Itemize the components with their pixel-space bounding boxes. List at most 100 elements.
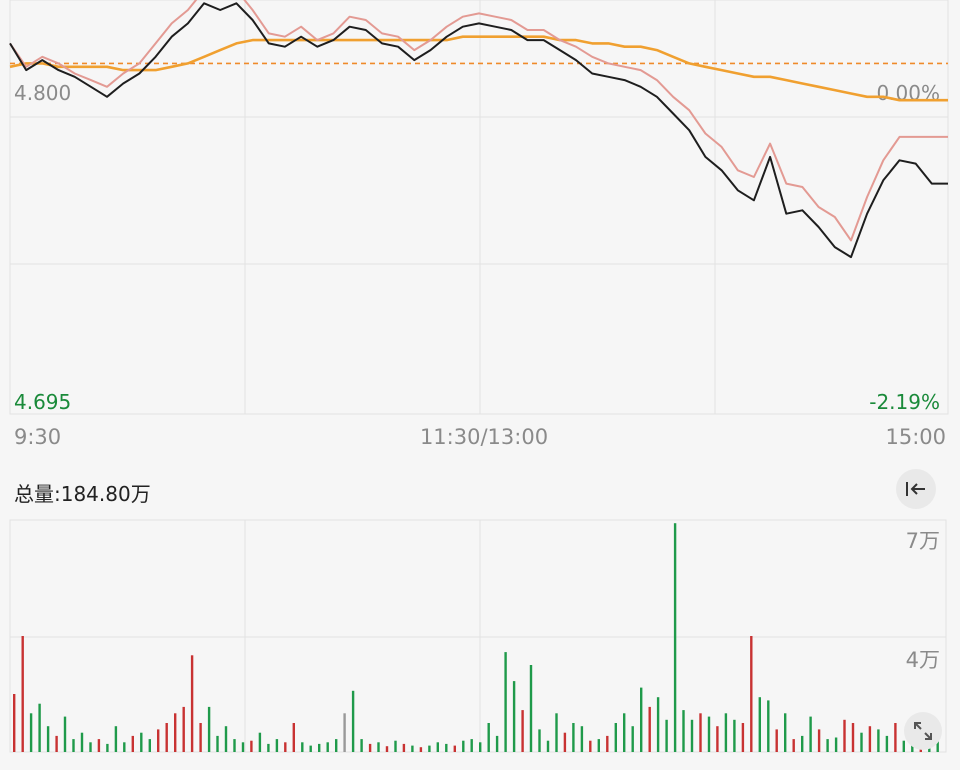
volume-bar	[606, 735, 609, 752]
volume-bar	[402, 743, 406, 752]
volume-bar	[148, 739, 151, 752]
volume-bar	[631, 726, 634, 752]
volume-bar	[902, 740, 905, 752]
volume-bar	[826, 739, 829, 752]
volume-bar	[182, 706, 185, 752]
volume-grid	[9, 519, 947, 753]
volume-bar	[199, 723, 202, 752]
volume-bar	[284, 742, 287, 752]
volume-bar	[707, 716, 711, 752]
volume-bar	[699, 713, 702, 752]
volume-bar	[589, 740, 592, 752]
volume-bar	[817, 729, 821, 752]
volume-bar	[419, 747, 423, 752]
volume-bar	[224, 726, 228, 752]
volume-bar	[174, 713, 177, 752]
volume-bar	[80, 732, 84, 752]
volume-bar	[275, 739, 279, 752]
volume-bar	[775, 729, 778, 752]
volume-bar	[453, 745, 456, 752]
volume-bar	[724, 713, 728, 752]
volume-bar	[851, 723, 855, 752]
volume-bar	[394, 740, 397, 752]
volume-bar	[258, 732, 262, 752]
volume-bar	[216, 735, 219, 752]
time-tick-close: 15:00	[885, 425, 946, 449]
volume-bar	[351, 690, 355, 752]
volume-bar	[563, 732, 567, 752]
collapse-button[interactable]	[896, 469, 936, 509]
volume-bar	[131, 735, 134, 752]
expand-button[interactable]	[904, 712, 942, 750]
volume-bar	[614, 723, 617, 752]
time-axis-labels: 9:30 11:30/13:00 15:00	[14, 425, 946, 449]
price-lines	[9, 0, 948, 259]
percent-tick-low: -2.19%	[869, 390, 940, 414]
volume-bar	[190, 655, 194, 752]
volume-bar	[555, 713, 558, 752]
volume-bar	[885, 735, 889, 752]
volume-bar	[648, 706, 651, 752]
volume-bar	[114, 726, 118, 752]
price-tick-high: 4.800	[14, 81, 71, 105]
volume-bar	[495, 735, 499, 752]
volume-bar	[55, 735, 58, 752]
volume-bar	[716, 726, 719, 752]
volume-bar	[572, 723, 575, 752]
volume-bar	[72, 739, 75, 752]
volume-axis-labels: 7万 4万	[906, 529, 940, 672]
volume-bar	[411, 745, 414, 752]
volume-bar	[640, 687, 643, 752]
volume-frame	[9, 519, 947, 753]
volume-bar	[292, 723, 295, 752]
volume-bar	[436, 742, 439, 752]
volume-bar	[479, 742, 482, 752]
time-tick-open: 9:30	[14, 425, 61, 449]
volume-bar	[546, 740, 550, 752]
collapse-left-icon	[906, 482, 925, 496]
volume-bar	[733, 719, 736, 752]
volume-bar	[834, 737, 838, 752]
volume-bar	[758, 697, 761, 752]
volume-bar	[368, 743, 372, 752]
volume-bar	[877, 729, 880, 752]
volume-bar	[741, 723, 745, 752]
volume-bar	[385, 746, 389, 752]
volume-bar	[809, 716, 812, 752]
volume-bar	[868, 726, 872, 752]
volume-bar	[673, 523, 677, 752]
volume-bar	[326, 742, 329, 752]
volume-bar	[521, 710, 524, 752]
expand-diagonal-icon	[914, 722, 932, 740]
volume-bar	[29, 713, 33, 752]
volume-bar	[623, 713, 626, 752]
volume-bar	[106, 743, 109, 752]
volume-bar	[665, 719, 668, 752]
volume-bar	[428, 745, 431, 752]
volume-bar	[233, 739, 236, 752]
volume-bar	[801, 735, 804, 752]
volume-bar	[89, 742, 92, 752]
volume-bar	[860, 732, 863, 752]
volume-bar	[462, 740, 465, 752]
price-line	[9, 2, 948, 259]
volume-bar	[46, 726, 50, 752]
volume-bar	[123, 742, 126, 752]
volume-bar	[140, 732, 143, 752]
volume-bar	[267, 743, 270, 752]
volume-bar	[792, 739, 795, 752]
volume-bars	[13, 523, 939, 752]
time-tick-midday: 11:30/13:00	[420, 425, 548, 449]
volume-bar	[767, 700, 770, 752]
volume-bar	[241, 742, 245, 752]
upper-price-line	[9, 0, 948, 242]
volume-bar	[377, 742, 380, 752]
volume-bar	[843, 719, 846, 752]
volume-bar	[512, 681, 516, 752]
volume-bar	[445, 743, 448, 752]
volume-bar	[38, 703, 41, 752]
total-volume-label: 总量:184.80万	[14, 482, 151, 506]
volume-bar	[250, 740, 253, 752]
volume-bar	[343, 713, 346, 752]
